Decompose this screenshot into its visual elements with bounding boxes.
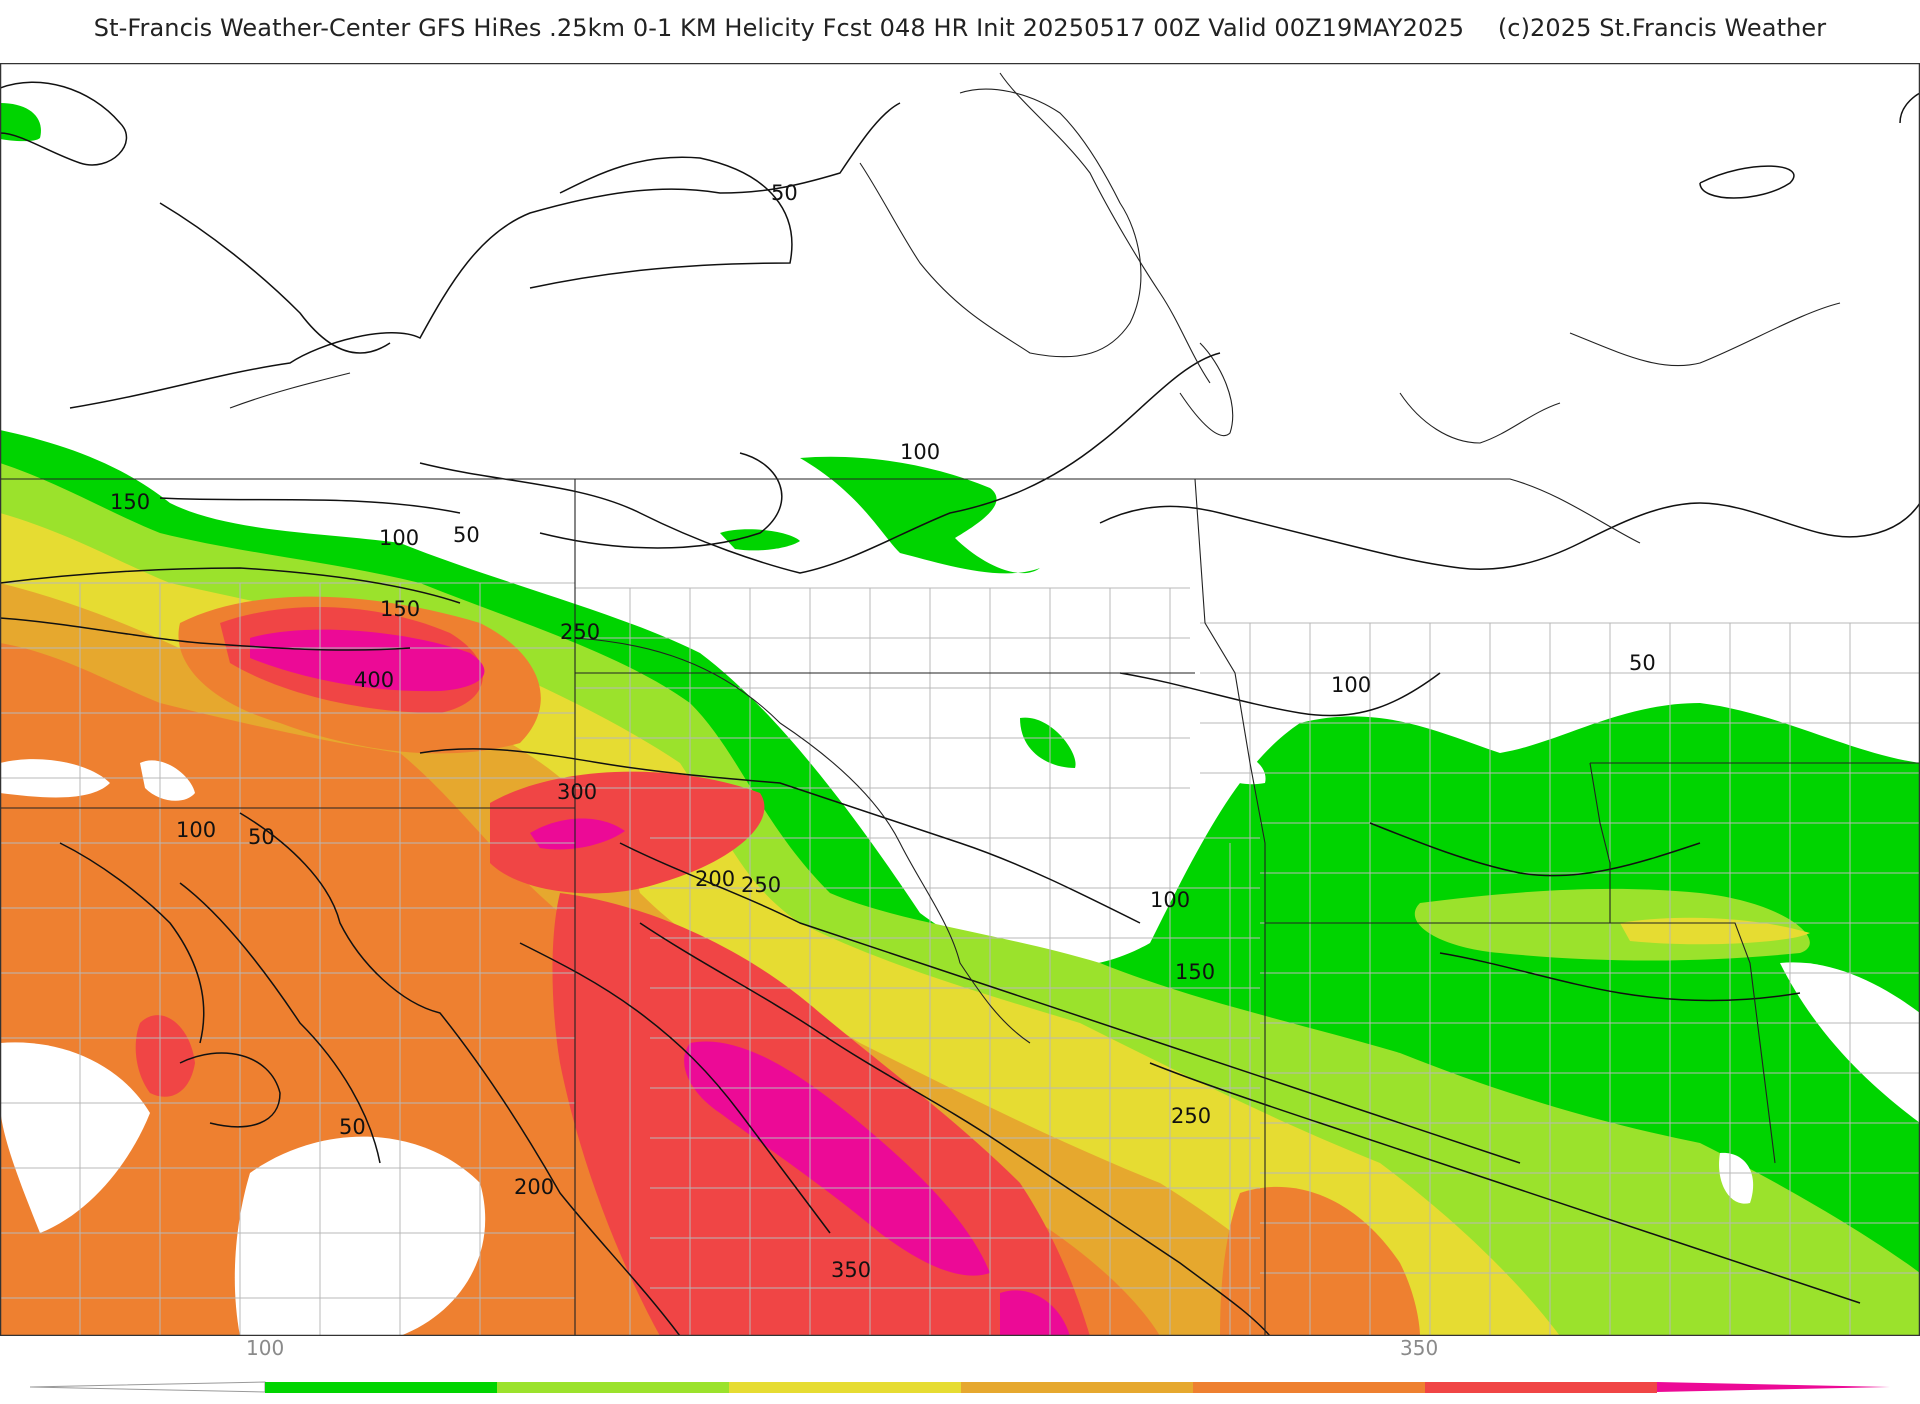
fill-magenta-nw [250,629,485,692]
contour-label: 100 [1331,673,1371,697]
fill-red-mid [490,771,765,894]
lake-manitoba [1179,342,1234,436]
copyright-text: (c)2025 St.Francis Weather [1497,14,1827,42]
contour-label: 350 [831,1258,871,1282]
color-legend: 100 350 [0,1330,1920,1404]
lake-winnipeg-2 [999,72,1211,384]
contour-label: 250 [741,873,781,897]
map-title: St-Francis Weather-Center GFS HiRes .25k… [0,14,1920,42]
legend-swatch [265,1382,497,1393]
legend-swatch [1425,1382,1657,1393]
fill-green-nw-blob [0,103,41,142]
fill-magenta-mid [530,818,625,850]
contour-label: 400 [354,668,394,692]
state-border-4 [1194,478,1266,1336]
fill-yellow-east [1620,917,1810,945]
legend-tick-label: 100 [246,1336,284,1360]
contour-label: 200 [514,1175,554,1199]
fill-green-center-blob3 [1020,717,1076,768]
fill-red-sw [135,1015,195,1097]
contour-label: 100 [900,440,940,464]
contour-label: 50 [1629,651,1656,675]
contour-label: 100 [379,526,419,550]
contour-label: 250 [560,620,600,644]
legend-right-arrow [1657,1382,1890,1392]
us-canada-border [0,478,1641,544]
contour-labels: 50 100 150 100 50 150 250 400 300 100 50… [110,181,1656,1282]
lake-winnipeg [859,88,1142,358]
contour-label: 250 [1171,1104,1211,1128]
lake-woods [1399,392,1561,444]
hole-white-7 [1719,1152,1754,1204]
state-border-5 [1265,922,1776,1164]
hole-white-3 [0,1042,150,1233]
contour-label: 150 [1175,960,1215,984]
hole-white-1 [140,760,195,801]
contour-label: 200 [695,867,735,891]
geo-borders [0,72,1920,1336]
contour-label: 100 [176,818,216,842]
lake-sup [1569,302,1841,367]
title-text: St-Francis Weather-Center GFS HiRes .25k… [93,14,1465,42]
river-sask [229,372,351,409]
legend-left-arrow [29,1381,266,1393]
contour-label: 50 [453,523,480,547]
contour-label: 100 [1150,888,1190,912]
legend-swatch [1193,1382,1425,1393]
hole-white-4 [920,723,1010,774]
legend-tick-label: 350 [1400,1336,1438,1360]
contour-label: 50 [339,1115,366,1139]
state-border-7 [1589,762,1611,923]
fill-magenta-south [684,1041,990,1276]
river-missouri [574,637,1031,1044]
helicity-map: 50 100 150 100 50 150 250 400 300 100 50… [0,63,1920,1336]
contour-label: 150 [380,597,420,621]
legend-swatch [729,1382,961,1393]
contour-label: 50 [248,825,275,849]
contour-label: 50 [771,181,798,205]
fill-green-center-blob [800,456,1040,574]
fill-green-center-blob2 [720,529,800,551]
legend-swatch [961,1382,1193,1393]
contour-label: 300 [557,780,597,804]
fill-magenta-south2 [1000,1290,1070,1336]
helicity-contours [0,81,1920,1336]
hole-white-8 [234,1136,486,1336]
legend-swatch [497,1382,729,1393]
contour-label: 150 [110,490,150,514]
